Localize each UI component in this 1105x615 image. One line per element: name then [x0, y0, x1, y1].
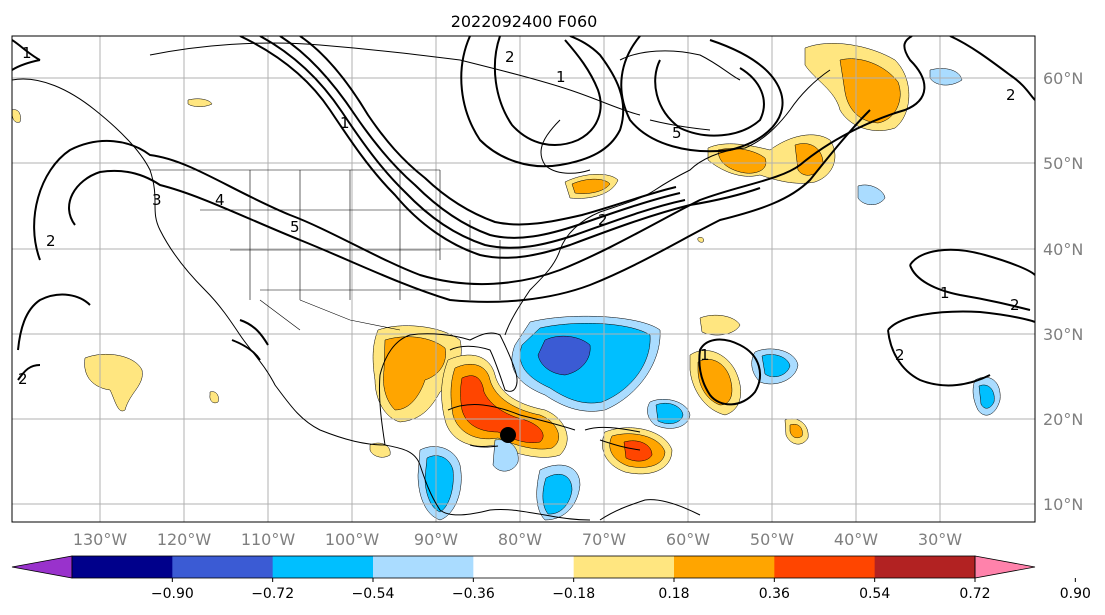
contour-label: 5 [672, 124, 682, 142]
map-title: 2022092400 F060 [451, 12, 598, 31]
contour-label: 1 [340, 114, 350, 132]
colorbar-tick-label: 0.36 [759, 586, 790, 602]
contour-lines [12, 36, 1035, 406]
contour-label: 3 [152, 191, 162, 209]
colorbar-extend-max [974, 555, 1036, 579]
lon-label: 50°W [750, 530, 794, 549]
colorbar-tick-label: −0.18 [552, 586, 595, 602]
lon-label: 30°W [918, 530, 962, 549]
colorbar-tick-label: −0.90 [151, 586, 194, 602]
colorbar-tick-label: −0.72 [251, 586, 294, 602]
contour-label: 2 [505, 48, 515, 66]
contour-label: 2 [1010, 296, 1020, 314]
colorbar-labels: −0.90 −0.72 −0.54 −0.36 −0.18 0.18 0.36 0.54 0.7… [151, 578, 1091, 602]
contour-labels: 1 2 3 4 5 1 2 1 2 1 2 2 1 2 5 2 [18, 44, 1020, 388]
lat-labels: 60°N 50°N 40°N 30°N 20°N 10°N [1043, 69, 1083, 514]
colorbar [11, 555, 1036, 579]
storm-center-marker [500, 427, 516, 443]
colorbar-segment [573, 556, 675, 578]
colorbar-tick-label: 0.18 [658, 586, 689, 602]
lon-label: 40°W [834, 530, 878, 549]
colorbar-frame [71, 555, 976, 579]
graticule [12, 36, 1035, 522]
colorbar-segment [272, 556, 374, 578]
lon-label: 130°W [73, 530, 128, 549]
contour-label: 1 [556, 68, 566, 86]
colorbar-extend-min [11, 555, 73, 579]
lon-label: 110°W [241, 530, 296, 549]
lat-label: 40°N [1043, 240, 1083, 259]
lon-labels: 130°W 120°W 110°W 100°W 90°W 80°W 70°W 6… [73, 530, 962, 549]
contour-label: 1 [22, 44, 32, 62]
colorbar-segment [72, 556, 173, 578]
contour-label: 1 [700, 346, 710, 364]
lon-label: 100°W [325, 530, 380, 549]
lon-label: 70°W [582, 530, 626, 549]
lat-label: 50°N [1043, 154, 1083, 173]
lat-label: 10°N [1043, 495, 1083, 514]
contour-label: 1 [940, 284, 950, 302]
contour-label: 2 [895, 346, 905, 364]
contour-label: 2 [46, 232, 56, 250]
colorbar-tick-label: −0.36 [452, 586, 495, 602]
state-borders [150, 169, 501, 331]
contour-label: 2 [1006, 86, 1016, 104]
colorbar-tick-label: −0.54 [352, 586, 395, 602]
colorbar-segment [774, 556, 876, 578]
lat-label: 20°N [1043, 410, 1083, 429]
lat-label: 60°N [1043, 69, 1083, 88]
lon-label: 60°W [666, 530, 710, 549]
colorbar-segment [874, 556, 976, 578]
colorbar-segment [172, 556, 274, 578]
contour-label: 2 [598, 211, 608, 229]
colorbar-tick-label: 0.90 [1060, 586, 1091, 602]
lon-label: 90°W [414, 530, 458, 549]
contour-label: 2 [18, 370, 28, 388]
map-frame [11, 35, 1036, 523]
colorbar-tick-label: 0.72 [959, 586, 990, 602]
contour-label: 4 [215, 191, 225, 209]
colorbar-segment [473, 556, 575, 578]
colorbar-segment [674, 556, 775, 578]
lon-label: 80°W [498, 530, 542, 549]
colorbar-tick-label: 0.54 [859, 586, 890, 602]
lon-label: 120°W [157, 530, 212, 549]
coastlines [12, 42, 831, 521]
contour-label: 5 [290, 218, 300, 236]
lat-label: 30°N [1043, 325, 1083, 344]
colorbar-segment [373, 556, 474, 578]
